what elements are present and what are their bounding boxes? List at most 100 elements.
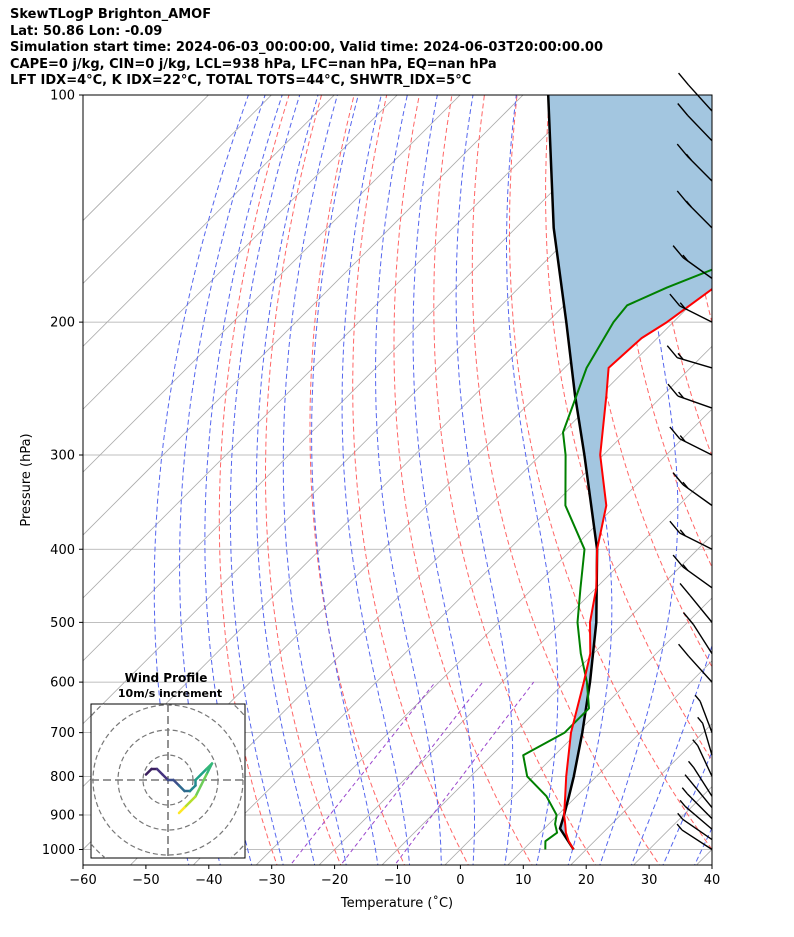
- wind-barb: [677, 103, 713, 142]
- wind-barb: [672, 472, 713, 507]
- isotherm: [83, 95, 210, 222]
- wind-barb-flag: [666, 345, 678, 359]
- moist-adiabat: [506, 95, 559, 865]
- dry-adiabat: [309, 95, 406, 865]
- moist-adiabat: [255, 95, 319, 865]
- hodograph-segment: [183, 800, 192, 809]
- moist-adiabat: [153, 95, 249, 865]
- wind-barb-staff: [688, 84, 713, 112]
- wind-barb: [669, 293, 713, 323]
- wind-barb-staff: [689, 780, 713, 809]
- y-tick-label: 800: [50, 770, 75, 785]
- moist-adiabat: [311, 95, 379, 865]
- wind-barb: [679, 799, 713, 830]
- hodograph-subtitle: 10m/s increment: [118, 687, 222, 700]
- hodograph-segment: [172, 778, 181, 787]
- x-tick-label: 30: [641, 873, 658, 888]
- x-tick-label: −50: [132, 873, 159, 888]
- isotherm: [83, 95, 587, 599]
- hodograph-segment: [144, 767, 153, 776]
- isotherm: [83, 95, 650, 662]
- wind-barb-flag: [678, 643, 690, 657]
- x-tick-label: −10: [384, 873, 411, 888]
- moist-adiabat: [204, 95, 283, 865]
- hodograph-segment: [188, 784, 197, 793]
- chart-header: SkewTLogP Brighton_AMOF Lat: 50.86 Lon: …: [10, 7, 603, 90]
- wind-barb-staff: [686, 793, 713, 820]
- dry-adiabat: [265, 95, 342, 865]
- profile-lines: [522, 95, 712, 851]
- indices-line: LFT IDX=4°C, K IDX=22°C, TOTAL TOTS=44°C…: [10, 73, 472, 88]
- wind-barb-half-flag: [679, 529, 686, 537]
- wind-barb-half-flag: [682, 254, 689, 262]
- wind-barb: [667, 383, 713, 409]
- dewpoint-line: [522, 268, 712, 850]
- wind-barb: [678, 643, 713, 683]
- y-tick-label: 700: [50, 726, 75, 741]
- isotherm: [83, 95, 461, 473]
- wind-barb-half-flag: [682, 481, 689, 489]
- wind-barb: [682, 612, 713, 654]
- hodograph-segment: [161, 773, 170, 782]
- x-tick-label: −40: [195, 873, 222, 888]
- dry-adiabat: [745, 95, 794, 869]
- dry-adiabat: [545, 95, 712, 762]
- temperature-line: [563, 287, 712, 851]
- wind-barb-staff: [688, 655, 713, 683]
- wind-barb: [676, 823, 713, 851]
- wind-barb-half-flag: [692, 739, 699, 747]
- moist-adiabat: [341, 95, 411, 865]
- isotherm: [83, 95, 335, 347]
- moist-adiabat: [630, 644, 712, 865]
- wind-barb-half-flag: [679, 302, 686, 310]
- x-tick-label: 10: [515, 873, 532, 888]
- isotherm: [570, 723, 712, 865]
- wind-barb-staff: [689, 594, 713, 623]
- wind-barb-staff: [684, 805, 713, 830]
- wind-barb-flag: [677, 103, 689, 116]
- wind-barb-half-flag: [679, 435, 686, 443]
- wind-barb: [694, 694, 713, 733]
- hodograph-title: Wind Profile: [125, 671, 208, 685]
- wind-barb-staff: [692, 766, 713, 797]
- dry-adiabat: [613, 95, 712, 569]
- wind-barb: [669, 520, 713, 550]
- hodograph-segment: [194, 784, 203, 798]
- dry-adiabat: [218, 95, 290, 865]
- wind-barb: [669, 426, 713, 456]
- wind-barb: [697, 716, 713, 756]
- moist-adiabat: [662, 750, 712, 865]
- y-tick-label: 600: [50, 676, 75, 691]
- y-tick-label: 1000: [42, 843, 75, 858]
- y-tick-label: 900: [50, 808, 75, 823]
- isotherm: [129, 282, 712, 865]
- wind-barb-flag: [672, 554, 684, 568]
- wind-barb-half-flag: [678, 391, 685, 399]
- dry-adiabat: [778, 95, 794, 869]
- y-tick-label: 200: [50, 316, 75, 331]
- dry-adiabat: [508, 95, 712, 851]
- wind-barb-flag: [679, 582, 691, 596]
- mixing-ratio-line: [340, 681, 484, 865]
- dry-adiabat: [646, 95, 712, 458]
- moist-adiabat: [599, 95, 679, 865]
- wind-barb-half-flag: [697, 716, 704, 724]
- wind-barb: [687, 760, 713, 797]
- isotherm: [318, 471, 712, 865]
- dry-adiabat: [713, 95, 794, 869]
- wind-barb-half-flag: [682, 564, 689, 572]
- cape-line: CAPE=0 j/kg, CIN=0 j/kg, LCL=938 hPa, LF…: [10, 56, 497, 72]
- dry-adiabat: [352, 95, 469, 865]
- y-tick-label: 500: [50, 616, 75, 631]
- moist-adiabat: [282, 95, 347, 865]
- moist-adiabat: [412, 95, 475, 865]
- x-tick-label: −60: [69, 873, 96, 888]
- moist-adiabat: [179, 95, 266, 865]
- wind-barb: [666, 345, 713, 369]
- wind-barb: [681, 787, 713, 820]
- isotherm: [83, 95, 272, 284]
- dry-adiabat: [433, 95, 597, 865]
- isotherm: [83, 95, 524, 536]
- wind-barb-half-flag: [676, 823, 683, 831]
- location-line: Lat: 50.86 Lon: -0.09: [10, 23, 163, 39]
